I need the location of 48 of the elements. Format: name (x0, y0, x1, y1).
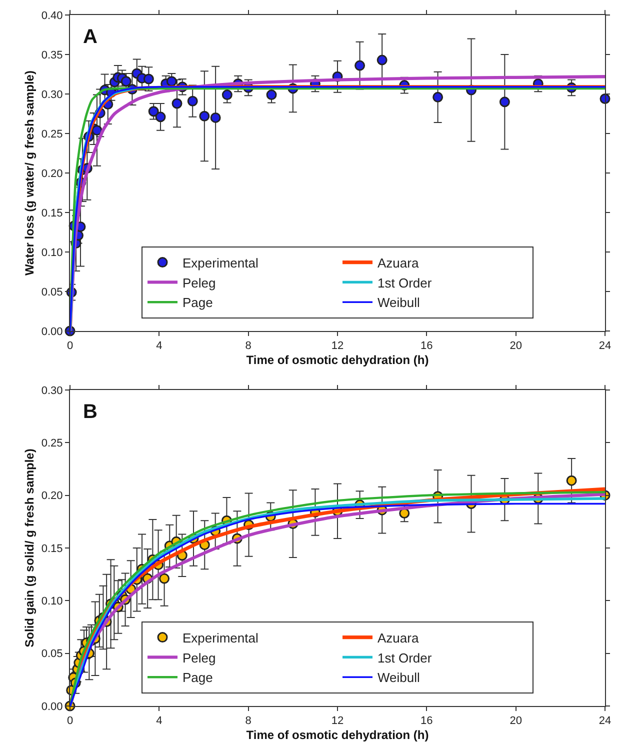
x-tick-label: 24 (598, 715, 612, 728)
x-tick-label: 0 (66, 340, 74, 352)
y-tick-label: 0.10 (41, 246, 63, 259)
y-axis-title: Solid gain (g solid/ g fresh sample) (22, 448, 37, 648)
x-tick-label: 0 (66, 715, 74, 728)
y-tick-label: 0.25 (41, 128, 63, 140)
x-tick-label: 20 (510, 340, 522, 352)
y-tick-label: 0.10 (41, 596, 63, 608)
y-tick-label: 0.35 (41, 49, 63, 62)
x-tick-label: 8 (245, 340, 252, 352)
x-axis-title: Time of osmotic dehydration (h) (246, 728, 429, 742)
legend-label: Weibull (378, 295, 420, 310)
annotation: A (83, 26, 98, 48)
legend-label: Peleg (182, 275, 216, 290)
legend-label: Azuara (378, 630, 420, 646)
legend-label: Peleg (182, 650, 216, 666)
legend-label: Page (182, 295, 213, 310)
y-tick-label: 0.15 (41, 542, 63, 555)
y-tick-label: 0.05 (41, 648, 63, 660)
y-tick-label: 0.00 (41, 326, 63, 338)
y-tick-label: 0.15 (41, 207, 63, 220)
x-axis-title: Time of osmotic dehydration (h) (246, 353, 429, 368)
y-tick-label: 0.25 (41, 438, 63, 450)
legend-label: Experimental (182, 255, 258, 270)
legend-label: Azuara (378, 255, 420, 270)
y-tick-label: 0.20 (41, 168, 63, 180)
annotation: B (83, 401, 98, 423)
y-tick-label: 0.20 (41, 490, 63, 502)
x-tick-label: 24 (598, 340, 612, 352)
y-tick-label: 0.30 (41, 88, 63, 101)
y-tick-label: 0.30 (41, 384, 63, 397)
x-tick-label: 12 (331, 715, 344, 728)
x-tick-label: 16 (420, 715, 433, 728)
y-tick-label: 0.05 (41, 286, 63, 298)
x-tick-label: 20 (510, 715, 522, 728)
y-tick-label: 0.40 (41, 10, 63, 22)
x-tick-label: 4 (156, 340, 162, 352)
x-tick-label: 8 (245, 715, 252, 728)
y-axis-title: Water loss (g water/ g fresh sample) (22, 70, 37, 276)
x-tick-label: 16 (420, 340, 433, 352)
x-tick-label: 12 (331, 340, 344, 352)
legend-label: Weibull (378, 670, 420, 686)
x-tick-label: 4 (156, 715, 162, 728)
legend-label: Experimental (182, 630, 258, 646)
legend-label: 1st Order (378, 275, 432, 290)
legend-label: 1st Order (378, 650, 432, 666)
legend-label: Page (182, 670, 213, 686)
y-tick-label: 0.00 (41, 700, 63, 713)
